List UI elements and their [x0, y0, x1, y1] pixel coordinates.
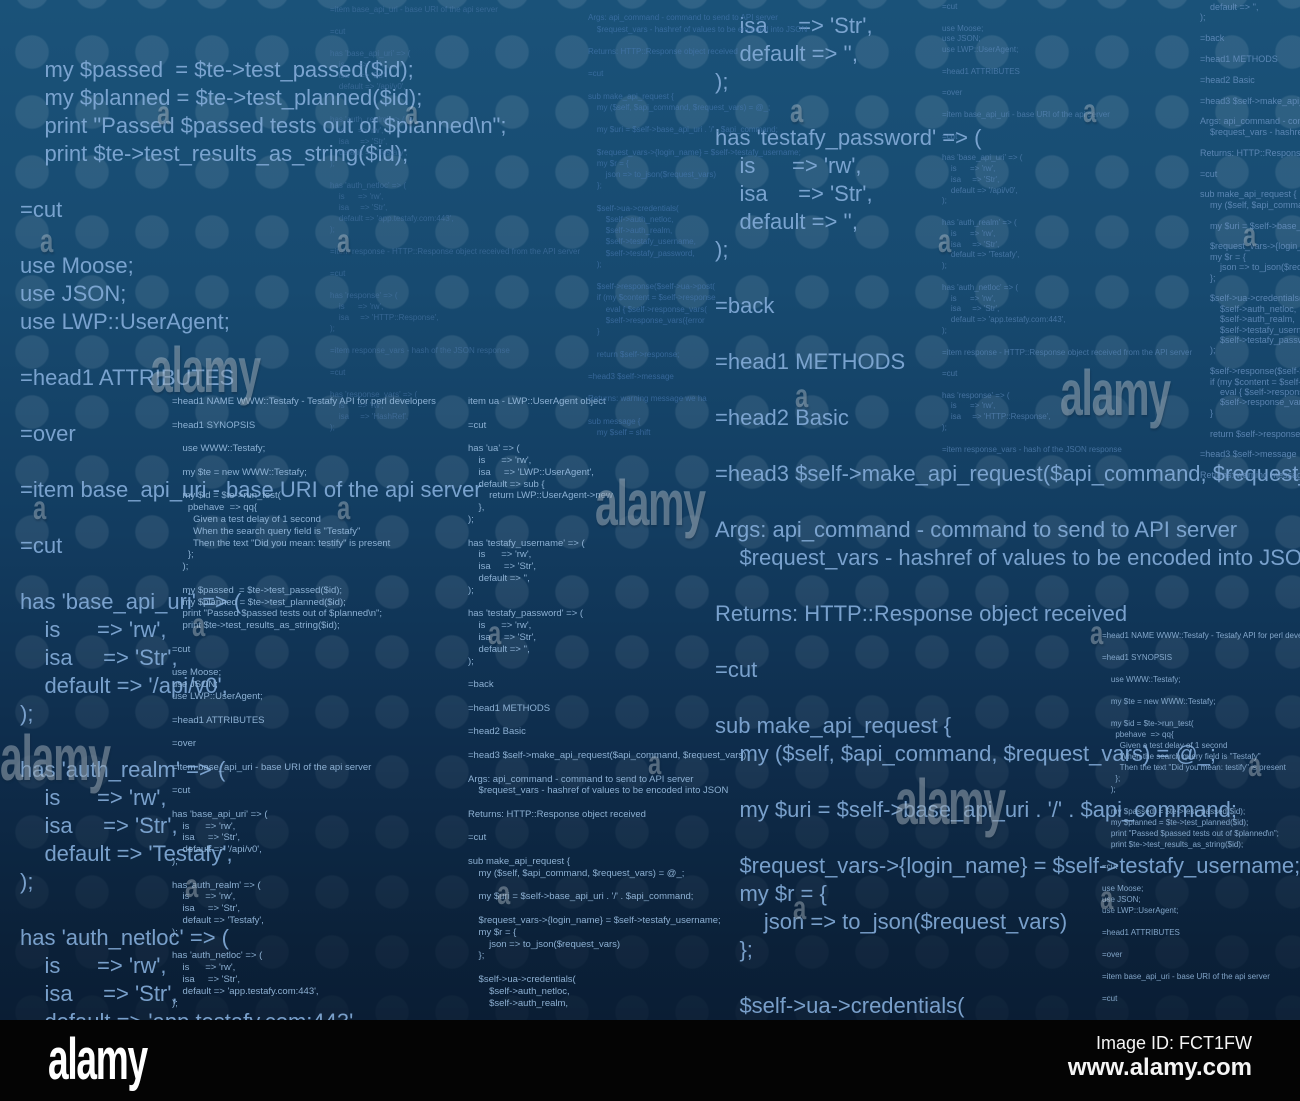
code-column-medium-right: =head1 NAME WWW::Testafy - Testafy API f…: [1102, 631, 1300, 1003]
code-column-large-left: my $passed = $te->test_passed($id); my $…: [20, 57, 507, 1020]
watermark-letter: a: [1090, 614, 1104, 651]
watermark-letter: a: [793, 889, 807, 926]
watermark-letter: a: [488, 614, 502, 651]
footer-info: Image ID: FCT1FW www.alamy.com: [1068, 1032, 1252, 1081]
watermark-letter: a: [1248, 746, 1262, 783]
watermark-word: alamy: [0, 722, 111, 794]
watermark-letter: a: [185, 867, 199, 904]
alamy-logo: alamy: [48, 1027, 148, 1092]
code-column-faint-midtop: =head3 $self->make_api_request($api_comm…: [588, 13, 808, 437]
watermark-word: alamy: [150, 334, 261, 406]
watermark-letter: a: [337, 222, 351, 259]
image-id-text: Image ID: FCT1FW: [1095, 1033, 1252, 1053]
watermark-letter: a: [405, 94, 419, 131]
dot-pattern: [0, 0, 1300, 1020]
watermark-letter: a: [497, 874, 511, 911]
watermark-letter: a: [1100, 879, 1114, 916]
code-column-faint-lefttop: =item base_api_uri - base URI of the api…: [330, 5, 581, 432]
watermark-word: alamy: [895, 766, 1006, 838]
alamy-url-text: www.alamy.com: [1067, 1054, 1252, 1081]
watermark-letter: a: [157, 94, 171, 131]
watermark-letter: a: [192, 606, 206, 643]
footer-bar: alamy Image ID: FCT1FW www.alamy.com: [0, 1020, 1300, 1101]
code-column-faint-righttop: =cut use Moose; use JSON; use LWP::UserA…: [942, 2, 1193, 454]
watermark-letter: a: [795, 377, 809, 414]
watermark-letter: a: [337, 489, 351, 526]
watermark-letter: a: [1083, 92, 1097, 129]
watermark-word: alamy: [595, 467, 706, 539]
watermark-letter: a: [1243, 216, 1257, 253]
watermark-letter: a: [40, 222, 54, 259]
code-column-small-topright: default => '', ); =back =head1 METHODS =…: [1200, 2, 1300, 481]
code-column-medium-left: =head1 NAME WWW::Testafy - Testafy API f…: [172, 396, 436, 1009]
watermark-letter: a: [938, 222, 952, 259]
watermark-word: alamy: [1060, 357, 1171, 429]
watermark-letter: a: [648, 744, 662, 781]
watermark-letter: a: [790, 92, 804, 129]
photo-area: my $passed = $te->test_passed($id); my $…: [0, 0, 1300, 1020]
code-column-medium-mid: item ua - LWP::UserAgent object =cut has…: [468, 396, 747, 1009]
watermark-letter: a: [33, 489, 47, 526]
code-column-large-right: isa => 'Str', default => '', ); has 'tes…: [715, 13, 1300, 1018]
